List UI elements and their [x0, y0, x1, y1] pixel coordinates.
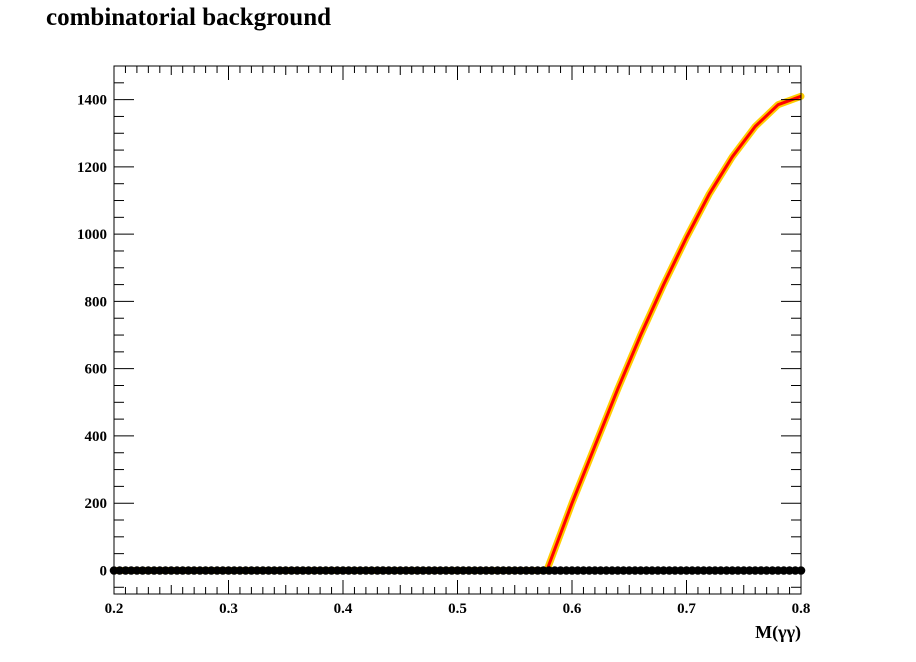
x-tick-label: 0.2	[105, 601, 124, 617]
tick-labels: 0.2 0.3 0.4 0.5 0.6 0.7 0.8 0 200 400 600 800 1000 12…	[77, 93, 810, 617]
fit-error-band	[110, 92, 805, 574]
x-tick-label: 0.6	[563, 601, 582, 617]
y-tick-label: 1400	[77, 93, 107, 109]
axes	[113, 65, 802, 595]
fit-line-layer	[114, 94, 802, 572]
y-tick-label: 1200	[77, 160, 107, 176]
y-tick-label: 0	[100, 563, 108, 579]
data-points-layer	[109, 566, 806, 575]
y-tick-label: 800	[85, 294, 108, 310]
error-band-layer	[110, 92, 805, 574]
x-tick-label: 0.3	[219, 601, 238, 617]
fit-line	[114, 94, 802, 572]
x-tick-label: 0.5	[448, 601, 467, 617]
chart-title: combinatorial background	[46, 4, 331, 31]
y-tick-label: 400	[85, 429, 108, 445]
y-tick-label: 1000	[77, 227, 107, 243]
x-tick-label: 0.4	[334, 601, 353, 617]
plot-frame	[113, 65, 802, 595]
x-tick-label: 0.7	[677, 601, 696, 617]
y-tick-label: 200	[85, 496, 108, 512]
y-tick-label: 600	[85, 362, 108, 378]
x-axis-title: M(γγ)	[755, 622, 801, 643]
x-tick-label: 0.8	[792, 601, 811, 617]
